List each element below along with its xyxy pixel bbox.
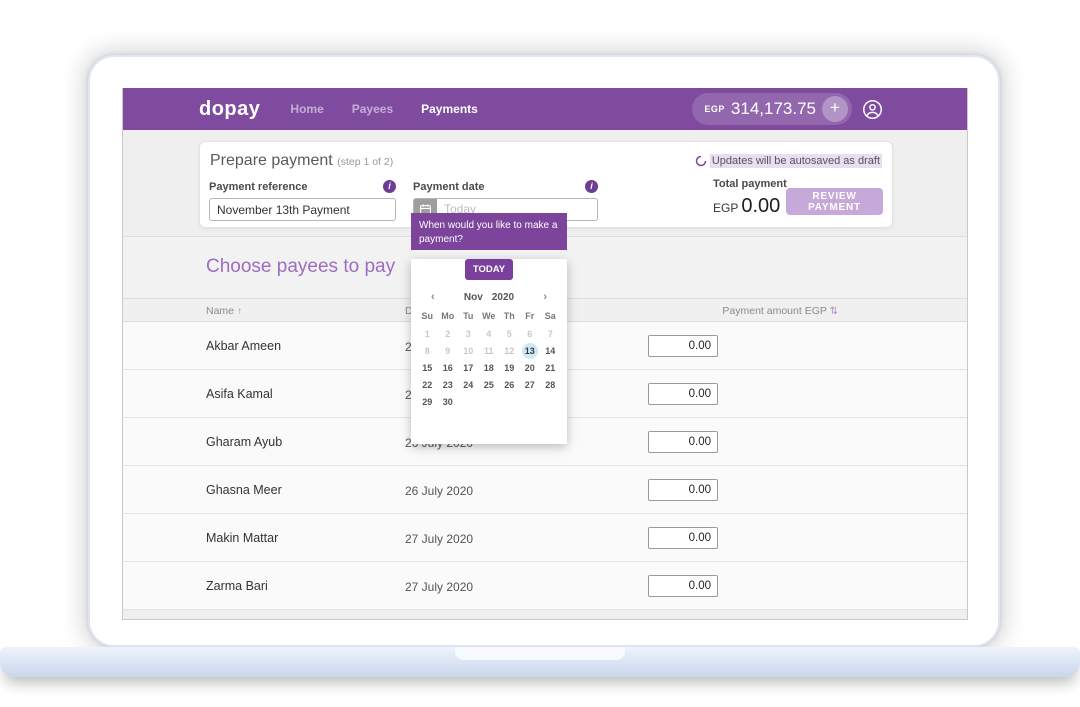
payee-name: Gharam Ayub [206, 435, 283, 449]
day-of-week-label: Mo [441, 311, 455, 321]
autosave-text: Updates will be autosaved as draft [709, 154, 882, 168]
calendar-day[interactable]: 14 [545, 346, 556, 356]
calendar-day[interactable]: 23 [442, 380, 453, 390]
sort-icon: ⇅ [829, 306, 838, 317]
calendar-year: 2020 [491, 291, 515, 303]
today-button[interactable]: TODAY [465, 259, 513, 280]
calendar-day[interactable]: 25 [483, 380, 494, 390]
card-title: Prepare payment (step 1 of 2) [210, 152, 394, 169]
step-indicator: (step 1 of 2) [337, 156, 394, 168]
sort-asc-icon: ↑ [236, 306, 242, 317]
calendar-day: 2 [445, 329, 451, 339]
payee-name: Ghasna Meer [206, 483, 282, 497]
calendar-day: 1 [424, 329, 430, 339]
calendar-day[interactable]: 21 [545, 363, 556, 373]
date-picker-tooltip: When would you like to make a payment? [411, 213, 567, 250]
calendar-day[interactable]: 19 [504, 363, 515, 373]
calendar-day: 4 [486, 329, 492, 339]
day-of-week-label: Tu [463, 311, 474, 321]
table-row: Zarma Bari 27 July 2020 [123, 562, 967, 610]
calendar-day: 11 [483, 346, 494, 356]
payee-date-added: 27 July 2020 [405, 532, 474, 546]
payment-amount-input[interactable] [648, 383, 718, 405]
payment-date-label: Payment date [413, 180, 485, 193]
add-funds-button[interactable]: + [822, 96, 848, 122]
payee-name: Zarma Bari [206, 579, 268, 593]
calendar-day[interactable]: 20 [524, 363, 535, 373]
payee-name: Akbar Ameen [206, 339, 282, 353]
nav-home[interactable]: Home [290, 102, 324, 116]
column-header-payment-amount[interactable]: Payment amount EGP ⇅ [722, 305, 838, 317]
payment-reference-field: Payment reference i [209, 180, 396, 221]
balance-amount: 314,173.75 [730, 99, 816, 118]
payee-name: Asifa Kamal [206, 387, 273, 401]
day-of-week-label: Su [421, 311, 433, 321]
calendar-day[interactable]: 24 [463, 380, 474, 390]
calendar-day[interactable]: 30 [442, 397, 453, 407]
payee-date-added: 26 July 2020 [405, 484, 474, 498]
total-payment-label: Total payment [713, 178, 787, 190]
payment-amount-input[interactable] [648, 575, 718, 597]
nav-payments[interactable]: Payments [421, 102, 478, 116]
payee-date-added: 27 July 2020 [405, 580, 474, 594]
balance-currency: EGP [704, 104, 725, 114]
nav-payees[interactable]: Payees [351, 102, 394, 116]
payment-amount-input[interactable] [648, 335, 718, 357]
table-row: Makin Mattar 27 July 2020 [123, 514, 967, 562]
table-row: Ghasna Meer 26 July 2020 [123, 466, 967, 514]
payment-amount-input[interactable] [648, 479, 718, 501]
prev-month-icon[interactable]: ‹ [431, 291, 435, 303]
laptop-notch [455, 647, 625, 660]
calendar-day[interactable]: 26 [504, 380, 515, 390]
payment-date-placeholder: Today [444, 202, 477, 216]
total-value: 0.00 [741, 195, 781, 217]
calendar-day[interactable]: 27 [524, 380, 535, 390]
autosave-icon [695, 155, 707, 167]
choose-payees-title: Choose payees to pay [206, 256, 396, 277]
next-month-icon[interactable]: › [543, 291, 547, 303]
calendar-month: Nov [463, 291, 483, 303]
balance-pill[interactable]: EGP 314,173.75 + [692, 93, 852, 125]
calendar-grid: Su Mo Tu We Th Fr Sa 1 2 3 4 5 6 7 8 9 10 11 12 13 14 15 16 17 1… [417, 311, 567, 411]
column-header-name[interactable]: Name ↑ [206, 305, 242, 317]
autosave-note: Updates will be autosaved as draft [695, 154, 882, 168]
dopay-logo: dopay [199, 97, 261, 120]
main-nav: Home Payees Payments [290, 102, 477, 116]
total-currency: EGP [713, 201, 739, 215]
calendar-day: 10 [463, 346, 474, 356]
calendar-day[interactable]: 18 [483, 363, 494, 373]
payment-reference-input[interactable] [209, 198, 396, 221]
calendar-day: 5 [506, 329, 512, 339]
info-icon[interactable]: i [383, 180, 396, 193]
date-picker-popup: When would you like to make a payment? T… [411, 213, 567, 444]
payment-amount-input[interactable] [648, 431, 718, 453]
payment-amount-input[interactable] [648, 527, 718, 549]
calendar-day[interactable]: 17 [463, 363, 474, 373]
calendar-day[interactable]: 22 [422, 380, 433, 390]
account-icon[interactable] [862, 99, 883, 120]
day-of-week-label: Fr [525, 311, 535, 321]
info-icon[interactable]: i [585, 180, 598, 193]
dopay-app-window: dopay Home Payees Payments EGP 314,173.7… [122, 88, 968, 620]
review-payment-button[interactable]: REVIEW PAYMENT [786, 188, 883, 215]
calendar-day: 9 [445, 346, 451, 356]
calendar-day: 6 [527, 329, 533, 339]
calendar-day[interactable]: 15 [422, 363, 433, 373]
calendar-day: 3 [465, 329, 471, 339]
payment-reference-label: Payment reference [209, 180, 308, 193]
day-of-week-label: Sa [544, 311, 556, 321]
calendar-day[interactable]: 16 [442, 363, 453, 373]
day-of-week-label: We [482, 311, 496, 321]
total-payment-amount: EGP 0.00 [713, 195, 780, 218]
calendar-panel: TODAY ‹ Nov 2020 › Su Mo Tu We Th Fr Sa 1 2 3 4 5 6 7… [411, 259, 567, 444]
calendar-day: 7 [547, 329, 553, 339]
top-nav-bar: dopay Home Payees Payments EGP 314,173.7… [123, 88, 967, 130]
calendar-day: 8 [424, 346, 430, 356]
day-of-week-label: Th [503, 311, 515, 321]
calendar-day[interactable]: 28 [545, 380, 556, 390]
calendar-day[interactable]: 29 [422, 397, 433, 407]
payee-name: Makin Mattar [206, 531, 279, 545]
calendar-day: 12 [504, 346, 515, 356]
calendar-day-selected[interactable]: 13 [520, 343, 541, 360]
